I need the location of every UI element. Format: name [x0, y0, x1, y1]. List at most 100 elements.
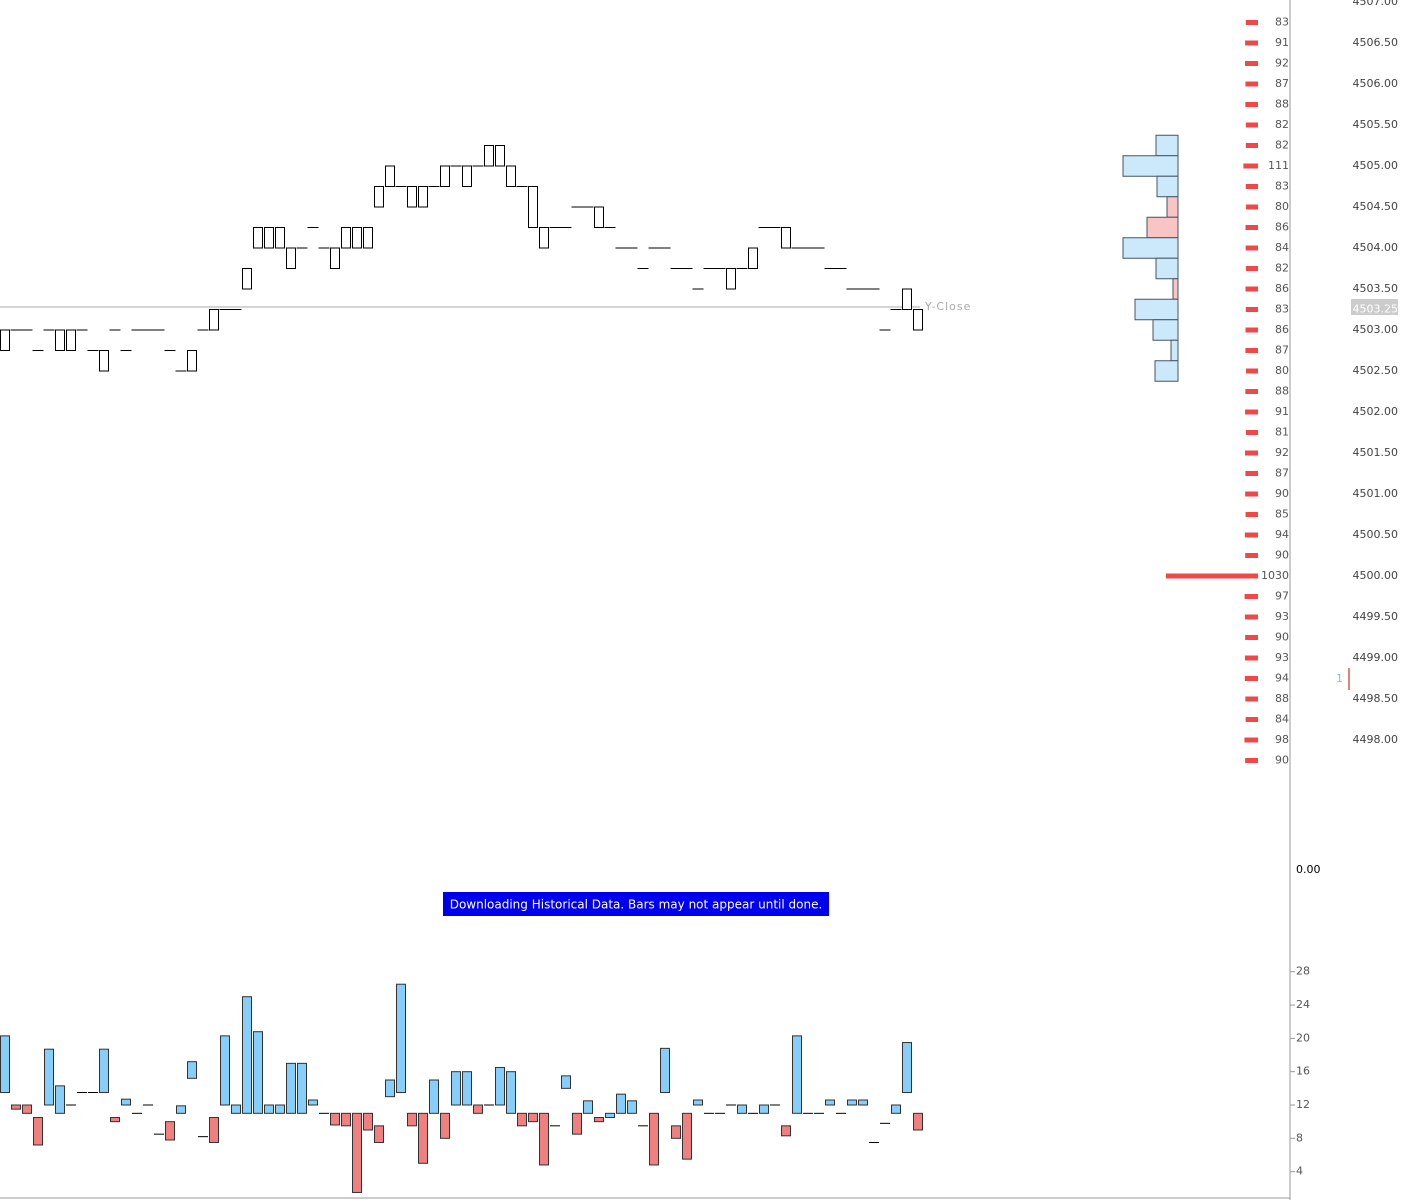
volume-bar [1245, 491, 1258, 497]
price-tick-label: 4506.00 [1353, 77, 1399, 90]
candle [902, 288, 912, 310]
volume-count: 111 [1268, 159, 1289, 172]
indicator-bar [539, 1112, 549, 1166]
volume-count: 80 [1275, 364, 1289, 377]
volume-bar [1245, 553, 1258, 558]
indicator-bar [407, 1112, 417, 1127]
indicator-bar [11, 1104, 21, 1110]
indicator-bar [121, 1098, 131, 1106]
candle [484, 145, 494, 167]
volume-bar [1245, 409, 1258, 415]
indicator-bar [275, 1104, 285, 1114]
volume-bar [1246, 204, 1258, 210]
price-tick-label: 4502.50 [1353, 364, 1399, 377]
candle [418, 186, 428, 208]
volume-bar [1245, 348, 1258, 353]
indicator-bar [297, 1062, 307, 1114]
volume-bar [1245, 307, 1258, 312]
candle [374, 186, 384, 208]
price-tick-label: 4500.00 [1353, 569, 1399, 582]
volume-count: 82 [1275, 262, 1289, 275]
price-tick-label: 4498.50 [1353, 692, 1399, 705]
indicator-bar [451, 1071, 461, 1106]
volume-count: 94 [1275, 528, 1289, 541]
volume-bar [1245, 635, 1258, 640]
indicator-bar [561, 1075, 571, 1089]
candle [209, 309, 219, 331]
volume-bar [1244, 450, 1258, 456]
indicator-bar [176, 1105, 186, 1114]
volume-count: 90 [1275, 487, 1289, 500]
profile-bar [1154, 360, 1179, 382]
indicator-tick-label: 16 [1296, 1065, 1310, 1078]
indicator-tick-label: 4 [1296, 1165, 1303, 1178]
candle [440, 165, 450, 187]
volume-count: 93 [1275, 610, 1289, 623]
profile-bar [1166, 196, 1179, 218]
candle [539, 227, 549, 249]
candle [594, 206, 604, 228]
volume-count: 93 [1275, 651, 1289, 664]
volume-count: 98 [1275, 733, 1289, 746]
candle [352, 227, 362, 249]
volume-bar [1166, 573, 1258, 579]
indicator-tick-label: 8 [1296, 1131, 1303, 1144]
indicator-bar [605, 1112, 615, 1118]
candle [913, 309, 923, 331]
candle [528, 186, 538, 228]
indicator-bar [440, 1112, 450, 1139]
profile-bar [1156, 175, 1179, 198]
indicator-bar [165, 1121, 175, 1141]
notice-text: Downloading Historical Data. Bars may no… [450, 898, 823, 912]
indicator-bar [660, 1047, 670, 1094]
volume-count: 90 [1275, 549, 1289, 562]
volume-bar [1244, 61, 1258, 66]
volume-bar [1244, 594, 1258, 599]
price-tick-label: 4505.50 [1353, 118, 1399, 131]
candle [495, 145, 505, 167]
volume-bar [1244, 655, 1258, 661]
volume-bar [1244, 737, 1258, 743]
volume-count: 88 [1275, 385, 1289, 398]
volume-bar [1245, 512, 1258, 517]
indicator-bar [22, 1104, 32, 1114]
volume-count: 94 [1275, 672, 1289, 685]
candle [748, 247, 758, 269]
candle [462, 165, 472, 187]
volume-bar [1245, 225, 1258, 230]
candle [363, 227, 373, 249]
candle [242, 268, 252, 290]
volume-count: 91 [1275, 405, 1289, 418]
indicator-bar [759, 1104, 769, 1114]
candle [275, 227, 285, 249]
candle [385, 165, 395, 187]
volume-count: 83 [1275, 16, 1289, 29]
candle [264, 227, 274, 249]
volume-count: 84 [1275, 713, 1289, 726]
indicator-bar [209, 1116, 219, 1143]
volume-count: 80 [1275, 200, 1289, 213]
volume-count: 87 [1275, 467, 1289, 480]
volume-bar [1245, 20, 1258, 25]
volume-count: 88 [1275, 98, 1289, 111]
indicator-bar [253, 1031, 263, 1114]
volume-count: 86 [1275, 221, 1289, 234]
price-tick-label: 4504.00 [1353, 241, 1399, 254]
indicator-bar [462, 1071, 472, 1106]
indicator-bar [374, 1125, 384, 1143]
volume-bar [1245, 143, 1258, 148]
profile-bar [1170, 339, 1179, 362]
indicator-bar [682, 1112, 692, 1160]
indicator-bar [187, 1061, 197, 1079]
price-tick-label: 4502.00 [1353, 405, 1399, 418]
indicator-bar [781, 1125, 791, 1137]
order-label: 1 [1336, 672, 1343, 685]
volume-bar [1244, 676, 1258, 681]
volume-count: 97 [1275, 590, 1289, 603]
volume-count: 90 [1275, 631, 1289, 644]
price-tick-label: 4498.00 [1353, 733, 1399, 746]
volume-bar [1245, 81, 1258, 87]
price-tick-label: 4500.50 [1353, 528, 1399, 541]
